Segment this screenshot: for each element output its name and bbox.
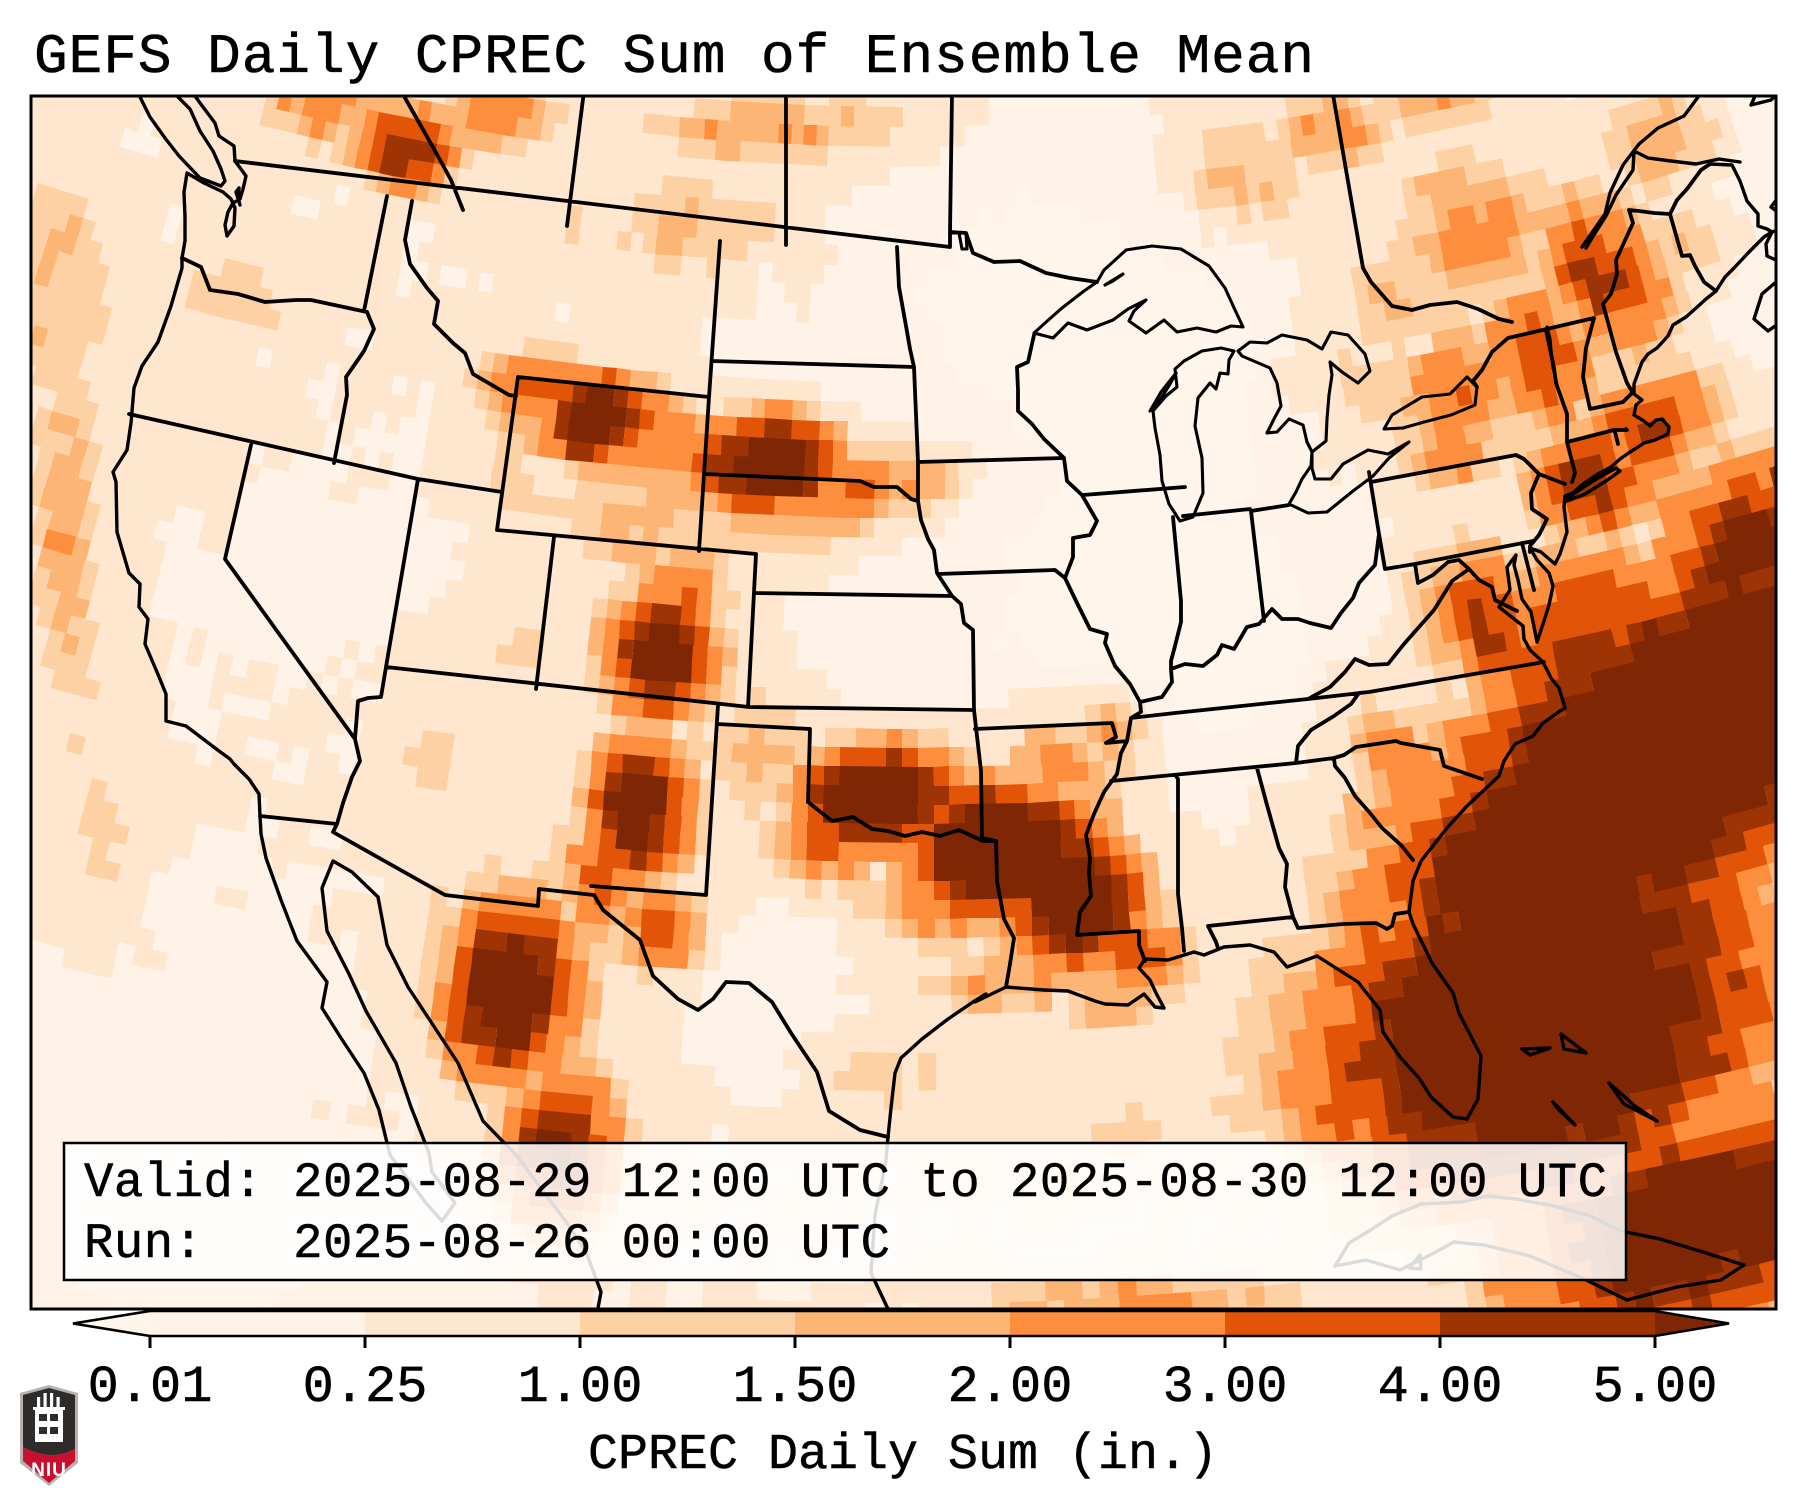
svg-text:NIU: NIU: [31, 1460, 67, 1481]
svg-text:1.00: 1.00: [518, 1358, 643, 1417]
svg-text:5.00: 5.00: [1593, 1358, 1718, 1417]
svg-text:3.00: 3.00: [1163, 1358, 1288, 1417]
svg-text:GEFS Daily CPREC Sum of Ensemb: GEFS Daily CPREC Sum of Ensemble Mean: [34, 25, 1314, 89]
svg-text:2.00: 2.00: [948, 1358, 1073, 1417]
svg-text:0.01: 0.01: [88, 1358, 213, 1417]
svg-text:Run: 2025-08-26 00:00 UTC: Run: 2025-08-26 00:00 UTC: [84, 1216, 890, 1272]
svg-text:4.00: 4.00: [1378, 1358, 1503, 1417]
svg-text:Valid: 2025-08-29 12:00 UTC to: Valid: 2025-08-29 12:00 UTC to 2025-08-3…: [84, 1155, 1607, 1211]
svg-text:0.25: 0.25: [303, 1358, 428, 1417]
svg-text:1.50: 1.50: [733, 1358, 858, 1417]
svg-text:CPREC Daily Sum (in.): CPREC Daily Sum (in.): [588, 1427, 1218, 1484]
